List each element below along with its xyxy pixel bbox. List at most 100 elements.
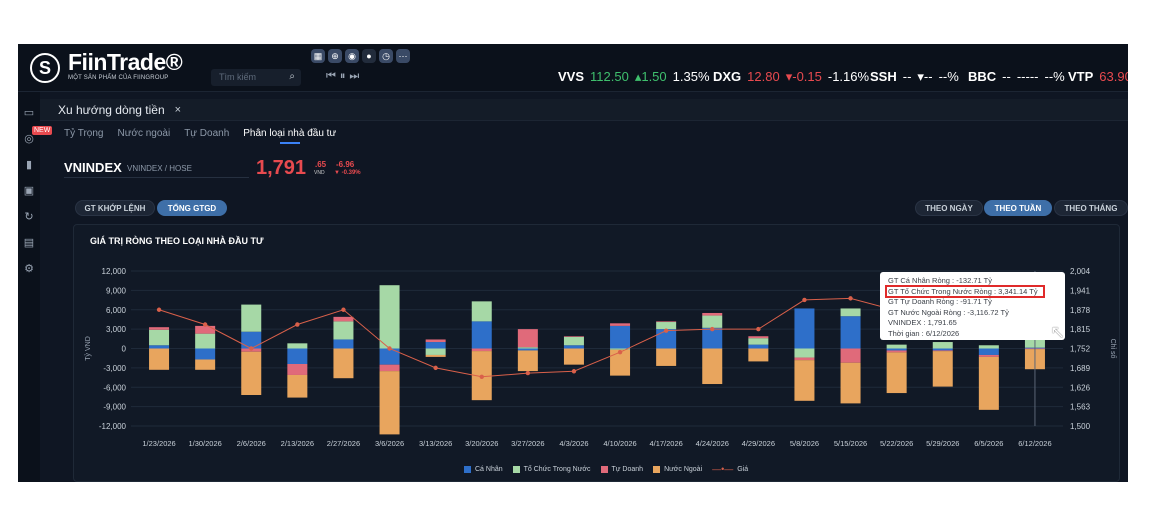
ticker-dxg[interactable]: DXG 12.80 ▾-0.15 -1.16% (713, 69, 869, 85)
clock-icon[interactable]: ◷ (379, 49, 393, 63)
legend-gia[interactable]: Giá (737, 465, 749, 473)
y-tick-label: 6,000 (106, 306, 127, 315)
y-tick-label: -6,000 (103, 383, 126, 392)
net-value-chart[interactable]: 12,000 9,000 6,000 3,000 0 -3,000 -6,000 -9,000… (18, 44, 1128, 482)
x-tick-label: 4/24/2026 (696, 439, 729, 448)
ticker-price: -- (902, 69, 912, 84)
ticker-ssh[interactable]: SSH -- ▾-- --% (870, 69, 959, 85)
bars-icon[interactable]: ▮ (25, 159, 33, 171)
legend-tu-doanh[interactable]: Tự Doanh (611, 465, 644, 473)
index-name[interactable]: VNINDEX (64, 160, 122, 175)
ticker-pct: --% (1044, 69, 1065, 84)
y-tick-label: -9,000 (103, 403, 126, 412)
circle-icon[interactable]: ● (362, 49, 376, 63)
bar-tự-doanh (748, 336, 769, 339)
bar-cá-nhân (195, 348, 216, 360)
module-tab-strip (40, 99, 1128, 121)
legend-swatch-nuoc-ngoai (653, 465, 661, 473)
save-icon[interactable]: ▣ (23, 185, 35, 197)
people-icon[interactable]: ◉ (345, 49, 359, 63)
gt-khop-lenh-button[interactable]: GT KHỚP LỆNH (75, 200, 155, 216)
price-point (525, 370, 531, 376)
x-tick-label: 5/8/2026 (790, 439, 819, 448)
bar-tự-doanh (287, 364, 308, 375)
ticker-sym: DXG (713, 69, 742, 84)
more-icon[interactable]: ⋯ (396, 49, 410, 63)
price-point (341, 307, 346, 312)
x-tick-label: 3/13/2026 (419, 439, 452, 448)
search-input[interactable]: Tìm kiếm ⌕ (211, 69, 301, 86)
x-tick-label: 6/5/2026 (974, 439, 1003, 448)
logo-text[interactable]: FiinTrade® (68, 49, 183, 75)
theo-tuan-button[interactable]: THEO TUẦN (984, 200, 1052, 216)
bar-tự-doanh (379, 364, 400, 372)
bar-nước-ngoài (748, 348, 769, 362)
theo-ngay-button[interactable]: THEO NGÀY (915, 200, 983, 216)
legend-to-chuc[interactable]: Tổ Chức Trong Nước (523, 465, 591, 473)
zoom-icon[interactable]: ⊕ (328, 49, 342, 63)
tab-xu-huong-dong-tien[interactable]: Xu hướng dòng tiền × (58, 98, 181, 122)
podcast-icon[interactable]: ◎ (24, 133, 34, 145)
bar-tự-doanh (610, 323, 631, 326)
price-point (848, 296, 853, 301)
refresh-icon[interactable]: ↻ (24, 211, 34, 223)
bar-tổ-chức-trong-nước (932, 342, 953, 349)
tab-nuoc-ngoai[interactable]: Nước ngoài (117, 128, 171, 139)
bar-nước-ngoài (333, 348, 354, 379)
x-tick-label: 1/23/2026 (142, 439, 175, 448)
ticker-chg: ▴1.50 (634, 69, 667, 84)
y-axis-label: Tỷ VND (85, 336, 92, 361)
tab-phan-loai-nha-dau-tu[interactable]: Phân loại nhà đầu tư (243, 128, 337, 144)
x-tick-label: 2/6/2026 (237, 439, 266, 448)
x-tick-label: 3/6/2026 (375, 439, 404, 448)
index-decimals: .65 (315, 160, 327, 169)
ticker-bbc[interactable]: BBC -- ----- --% (968, 69, 1065, 84)
bar-tổ-chức-trong-nước (379, 285, 400, 349)
bar-nước-ngoài (287, 374, 308, 398)
grid-icon[interactable]: ▦ (311, 49, 325, 63)
bar-tự-doanh (563, 336, 584, 337)
bar-cá-nhân (149, 345, 170, 349)
theo-thang-button[interactable]: THEO THÁNG (1054, 200, 1128, 216)
bar-tự-doanh (333, 316, 354, 322)
bar-tự-doanh (886, 350, 907, 353)
bar-tổ-chức-trong-nước (748, 338, 769, 345)
search-placeholder: Tìm kiếm (219, 72, 256, 82)
price-point (387, 346, 392, 351)
ticker-vtp[interactable]: VTP 63.90 (1068, 69, 1128, 84)
bar-nước-ngoài (517, 350, 538, 372)
index-unit: VND (314, 170, 325, 176)
monitor-icon[interactable]: ▭ (23, 107, 35, 119)
bar-cá-nhân (471, 321, 492, 349)
printer-icon[interactable]: ▤ (23, 237, 35, 249)
price-point (571, 369, 577, 374)
x-tick-label: 2/27/2026 (327, 439, 360, 448)
ticker-playback-controls[interactable]: ⏮⏸⏭ (326, 70, 364, 82)
tong-gtgd-button[interactable]: TỔNG GTGD (157, 200, 227, 216)
tab-tu-doanh[interactable]: Tự Doanh (184, 128, 230, 139)
bar-tự-doanh (656, 321, 677, 323)
tab-ty-trong[interactable]: Tỷ Trọng (64, 128, 104, 139)
legend-swatch-to-chuc (512, 465, 520, 473)
bar-tổ-chức-trong-nước (149, 329, 170, 346)
ticker-pct: --% (938, 69, 959, 84)
bar-tổ-chức-trong-nước (840, 308, 861, 317)
close-icon[interactable]: × (174, 104, 182, 116)
y2-tick-label: 1,563 (1070, 403, 1091, 412)
gear-icon[interactable]: ⚙ (24, 263, 34, 275)
legend-line-gia-icon: —•— (712, 464, 734, 474)
tooltip-line: GT Tự Doanh Ròng : -91.71 Tỷ (888, 297, 992, 306)
ticker-pct: 1.35% (672, 69, 710, 84)
ticker-pct: -1.16% (827, 69, 870, 84)
bar-nước-ngoài (610, 349, 631, 376)
ticker-vvs[interactable]: VVS 112.50 ▴1.50 1.35% (558, 69, 710, 85)
price-point (479, 374, 484, 379)
legend-nuoc-ngoai[interactable]: Nước Ngoài (664, 465, 703, 473)
bar-tổ-chức-trong-nước (886, 344, 907, 349)
price-point (156, 307, 162, 312)
y-tick-label: 9,000 (106, 286, 127, 295)
fiintrade-logo-icon[interactable]: S (30, 53, 60, 83)
bar-nước-ngoài (978, 356, 999, 410)
legend-ca-nhan[interactable]: Cá Nhân (475, 465, 503, 473)
search-icon[interactable]: ⌕ (289, 71, 295, 82)
